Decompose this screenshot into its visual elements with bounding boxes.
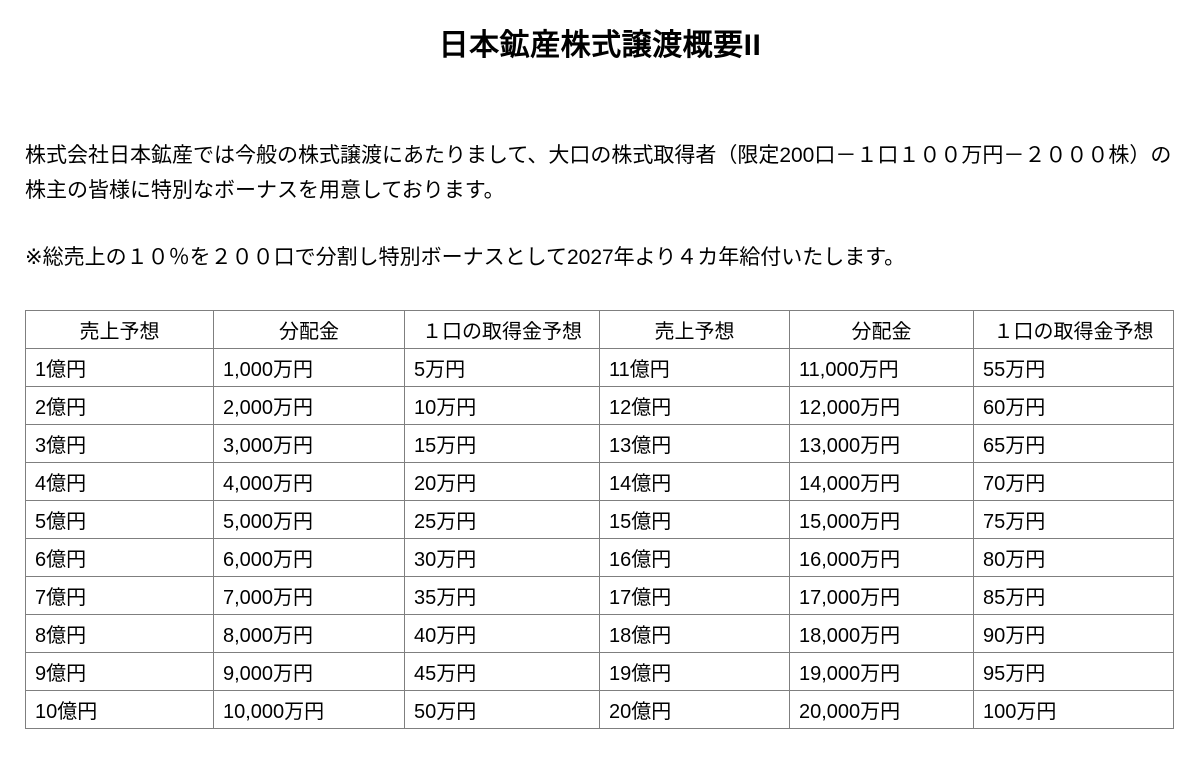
table-cell: 7億円 — [25, 576, 214, 615]
table-cell: 3億円 — [25, 424, 214, 463]
table-cell: 11億円 — [599, 348, 790, 387]
table-header-row: 売上予想 分配金 １口の取得金予想 売上予想 分配金 １口の取得金予想 — [25, 310, 1174, 349]
table-cell: 18億円 — [599, 614, 790, 653]
table-cell: 15,000万円 — [789, 500, 974, 539]
table-cell: 60万円 — [973, 386, 1174, 425]
table-cell: 90万円 — [973, 614, 1174, 653]
table-row: 6億円 6,000万円 30万円 16億円 16,000万円 80万円 — [25, 538, 1174, 577]
header-distribution-right: 分配金 — [789, 310, 974, 349]
table-cell: 13,000万円 — [789, 424, 974, 463]
header-sales-forecast-left: 売上予想 — [25, 310, 214, 349]
table-cell: 15億円 — [599, 500, 790, 539]
table-cell: 75万円 — [973, 500, 1174, 539]
table-row: 1億円 1,000万円 5万円 11億円 11,000万円 55万円 — [25, 348, 1174, 387]
table-row: 2億円 2,000万円 10万円 12億円 12,000万円 60万円 — [25, 386, 1174, 425]
table-row: 8億円 8,000万円 40万円 18億円 18,000万円 90万円 — [25, 614, 1174, 653]
table-cell: 7,000万円 — [213, 576, 405, 615]
table-cell: 30万円 — [404, 538, 600, 577]
table-cell: 16,000万円 — [789, 538, 974, 577]
table-row: 7億円 7,000万円 35万円 17億円 17,000万円 85万円 — [25, 576, 1174, 615]
table-cell: 8億円 — [25, 614, 214, 653]
table-cell: 40万円 — [404, 614, 600, 653]
table-cell: 2,000万円 — [213, 386, 405, 425]
table-cell: 10万円 — [404, 386, 600, 425]
table-cell: 2億円 — [25, 386, 214, 425]
table-cell: 18,000万円 — [789, 614, 974, 653]
table-cell: 20万円 — [404, 462, 600, 501]
header-distribution-left: 分配金 — [213, 310, 405, 349]
table-cell: 13億円 — [599, 424, 790, 463]
table-cell: 95万円 — [973, 652, 1174, 691]
table-row: 3億円 3,000万円 15万円 13億円 13,000万円 65万円 — [25, 424, 1174, 463]
table-cell: 9,000万円 — [213, 652, 405, 691]
table-cell: 65万円 — [973, 424, 1174, 463]
table-cell: 80万円 — [973, 538, 1174, 577]
table-cell: 19,000万円 — [789, 652, 974, 691]
table-cell: 70万円 — [973, 462, 1174, 501]
table-cell: 5万円 — [404, 348, 600, 387]
header-sales-forecast-right: 売上予想 — [599, 310, 790, 349]
table-cell: 50万円 — [404, 690, 600, 729]
table-cell: 8,000万円 — [213, 614, 405, 653]
table-row: 4億円 4,000万円 20万円 14億円 14,000万円 70万円 — [25, 462, 1174, 501]
table-header: 売上予想 分配金 １口の取得金予想 売上予想 分配金 １口の取得金予想 — [25, 310, 1174, 349]
table-cell: 6,000万円 — [213, 538, 405, 577]
table-cell: 4,000万円 — [213, 462, 405, 501]
table-cell: 35万円 — [404, 576, 600, 615]
table-row: 9億円 9,000万円 45万円 19億円 19,000万円 95万円 — [25, 652, 1174, 691]
table-cell: 20億円 — [599, 690, 790, 729]
table-cell: 16億円 — [599, 538, 790, 577]
table-cell: 5億円 — [25, 500, 214, 539]
table-cell: 85万円 — [973, 576, 1174, 615]
intro-paragraph: 株式会社日本鉱産では今般の株式譲渡にあたりまして、大口の株式取得者（限定200口… — [25, 144, 1172, 202]
table-cell: 14億円 — [599, 462, 790, 501]
table-cell: 3,000万円 — [213, 424, 405, 463]
table-cell: 10,000万円 — [213, 690, 405, 729]
table-body: 1億円 1,000万円 5万円 11億円 11,000万円 55万円 2億円 2,000万円 1… — [25, 348, 1174, 729]
table-cell: 10億円 — [25, 690, 214, 729]
table-cell: 17億円 — [599, 576, 790, 615]
page-title: 日本鉱産株式譲渡概要II — [438, 29, 762, 62]
table-cell: 1,000万円 — [213, 348, 405, 387]
payout-table: 売上予想 分配金 １口の取得金予想 売上予想 分配金 １口の取得金予想 1億円 1… — [25, 310, 1174, 729]
header-per-unit-right: １口の取得金予想 — [973, 310, 1174, 349]
table-cell: 6億円 — [25, 538, 214, 577]
table-cell: 45万円 — [404, 652, 600, 691]
table-row: 5億円 5,000万円 25万円 15億円 15,000万円 75万円 — [25, 500, 1174, 539]
table-cell: 12,000万円 — [789, 386, 974, 425]
table-cell: 1億円 — [25, 348, 214, 387]
table-cell: 4億円 — [25, 462, 214, 501]
table-cell: 5,000万円 — [213, 500, 405, 539]
table-row: 10億円 10,000万円 50万円 20億円 20,000万円 100万円 — [25, 690, 1174, 729]
table-cell: 15万円 — [404, 424, 600, 463]
table-cell: 20,000万円 — [789, 690, 974, 729]
note-paragraph: ※総売上の１０％を２００口で分割し特別ボーナスとして2027年より４カ年給付いた… — [25, 246, 906, 269]
table-cell: 14,000万円 — [789, 462, 974, 501]
table-cell: 11,000万円 — [789, 348, 974, 387]
table-cell: 55万円 — [973, 348, 1174, 387]
table-cell: 100万円 — [973, 690, 1174, 729]
table-cell: 19億円 — [599, 652, 790, 691]
table-cell: 25万円 — [404, 500, 600, 539]
table-cell: 17,000万円 — [789, 576, 974, 615]
table-cell: 9億円 — [25, 652, 214, 691]
table-cell: 12億円 — [599, 386, 790, 425]
header-per-unit-left: １口の取得金予想 — [404, 310, 600, 349]
